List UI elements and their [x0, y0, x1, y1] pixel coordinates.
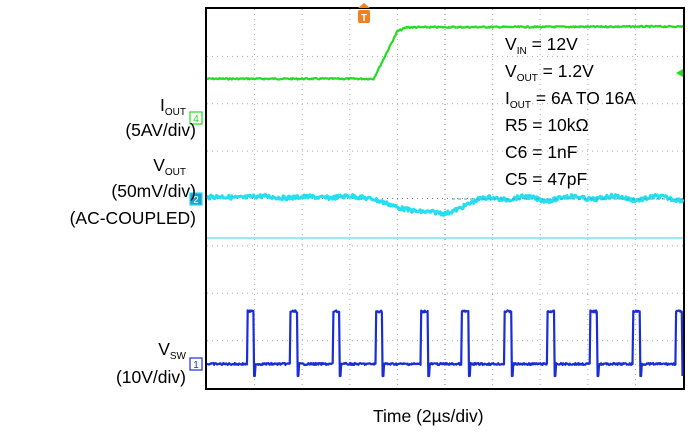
iout-label: IOUT	[160, 95, 186, 118]
cond-vout: VOUT = 1.2V	[505, 61, 594, 84]
trigger-level-marker	[676, 69, 683, 77]
vsw-label: VSW	[158, 339, 186, 362]
cond-c5: C5 = 47pF	[505, 169, 588, 189]
trigger-marker-label: T	[361, 13, 367, 24]
x-axis-label: Time (2µs/div)	[373, 406, 484, 426]
vout-coupling: (AC-COUPLED)	[69, 208, 196, 228]
channel-number-4: 4	[193, 114, 199, 125]
vout-label: VOUT	[153, 155, 186, 178]
vout-scale: (50mV/div)	[111, 181, 196, 201]
cond-r5: R5 = 10kΩ	[505, 115, 589, 135]
iout-scale: (5AV/div)	[125, 120, 196, 140]
cond-iout: IOUT = 6A TO 16A	[505, 88, 636, 111]
channel-number-1: 1	[193, 360, 199, 371]
trace-ch1	[206, 309, 684, 378]
channel-marker-2	[189, 192, 203, 206]
trigger-marker-box	[358, 10, 370, 23]
channel-marker-1	[189, 357, 203, 371]
trace-ch4	[206, 24, 684, 81]
traces	[206, 24, 685, 378]
cond-vin: VIN = 12V	[505, 34, 578, 57]
cond-c6: C6 = 1nF	[505, 142, 578, 162]
vsw-scale: (10V/div)	[115, 367, 186, 387]
trigger-marker-arrow	[358, 3, 370, 8]
channel-marker-4	[189, 111, 203, 125]
markers: 4 2 1 T	[189, 3, 683, 371]
channel-number-2: 2	[193, 195, 199, 206]
